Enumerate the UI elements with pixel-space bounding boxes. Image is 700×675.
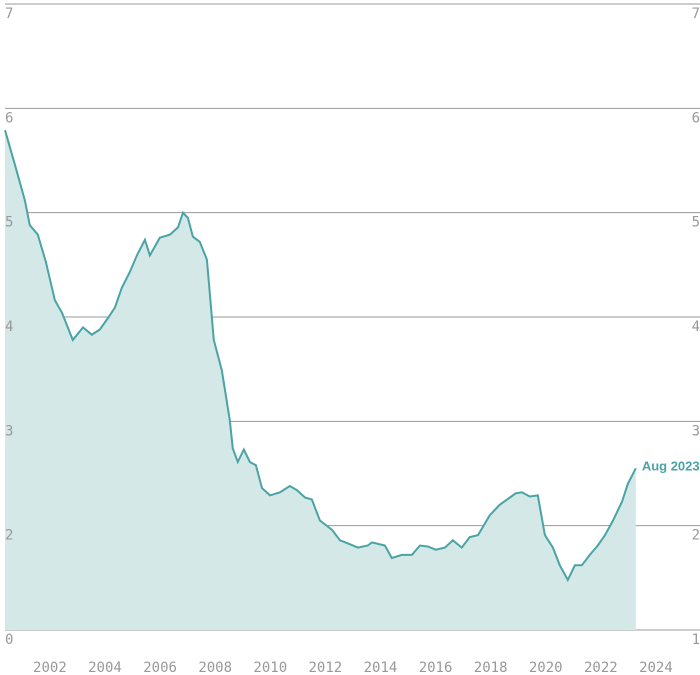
x-tick-label: 2010 [253,660,287,675]
y-tick-label-right: 3 [692,423,700,439]
x-tick-label: 2024 [639,660,673,675]
y-tick-label-right: 6 [692,110,700,126]
x-tick-label: 2018 [474,660,508,675]
x-tick-label: 2002 [33,660,67,675]
y-tick-label-left: 6 [5,110,13,126]
x-tick-label: 2008 [198,660,232,675]
y-tick-label-left: 7 [5,6,13,22]
y-tick-label-right: 5 [692,215,700,231]
x-tick-label: 2022 [584,660,618,675]
y-tick-label-left: 2 [5,528,13,544]
x-tick-label: 2012 [309,660,343,675]
y-tick-label-right: 1 [692,632,700,648]
x-tick-label: 2014 [364,660,398,675]
annotation: Aug 2023 [642,459,700,474]
x-tick-label: 2006 [143,660,177,675]
y-tick-label-right: 2 [692,528,700,544]
line [4,129,637,583]
y-tick-label-left: 0 [5,632,13,648]
x-tick-label: 2004 [88,660,122,675]
y-tick-label-left: 3 [5,423,13,439]
y-tick-label-left: 5 [5,215,13,231]
y-tick-label-left: 4 [5,319,13,335]
area [5,130,636,630]
y-tick-label-right: 4 [692,319,700,335]
x-tick-label: 2016 [419,660,453,675]
x-tick-label: 2020 [529,660,563,675]
y-tick-label-right: 7 [692,6,700,22]
